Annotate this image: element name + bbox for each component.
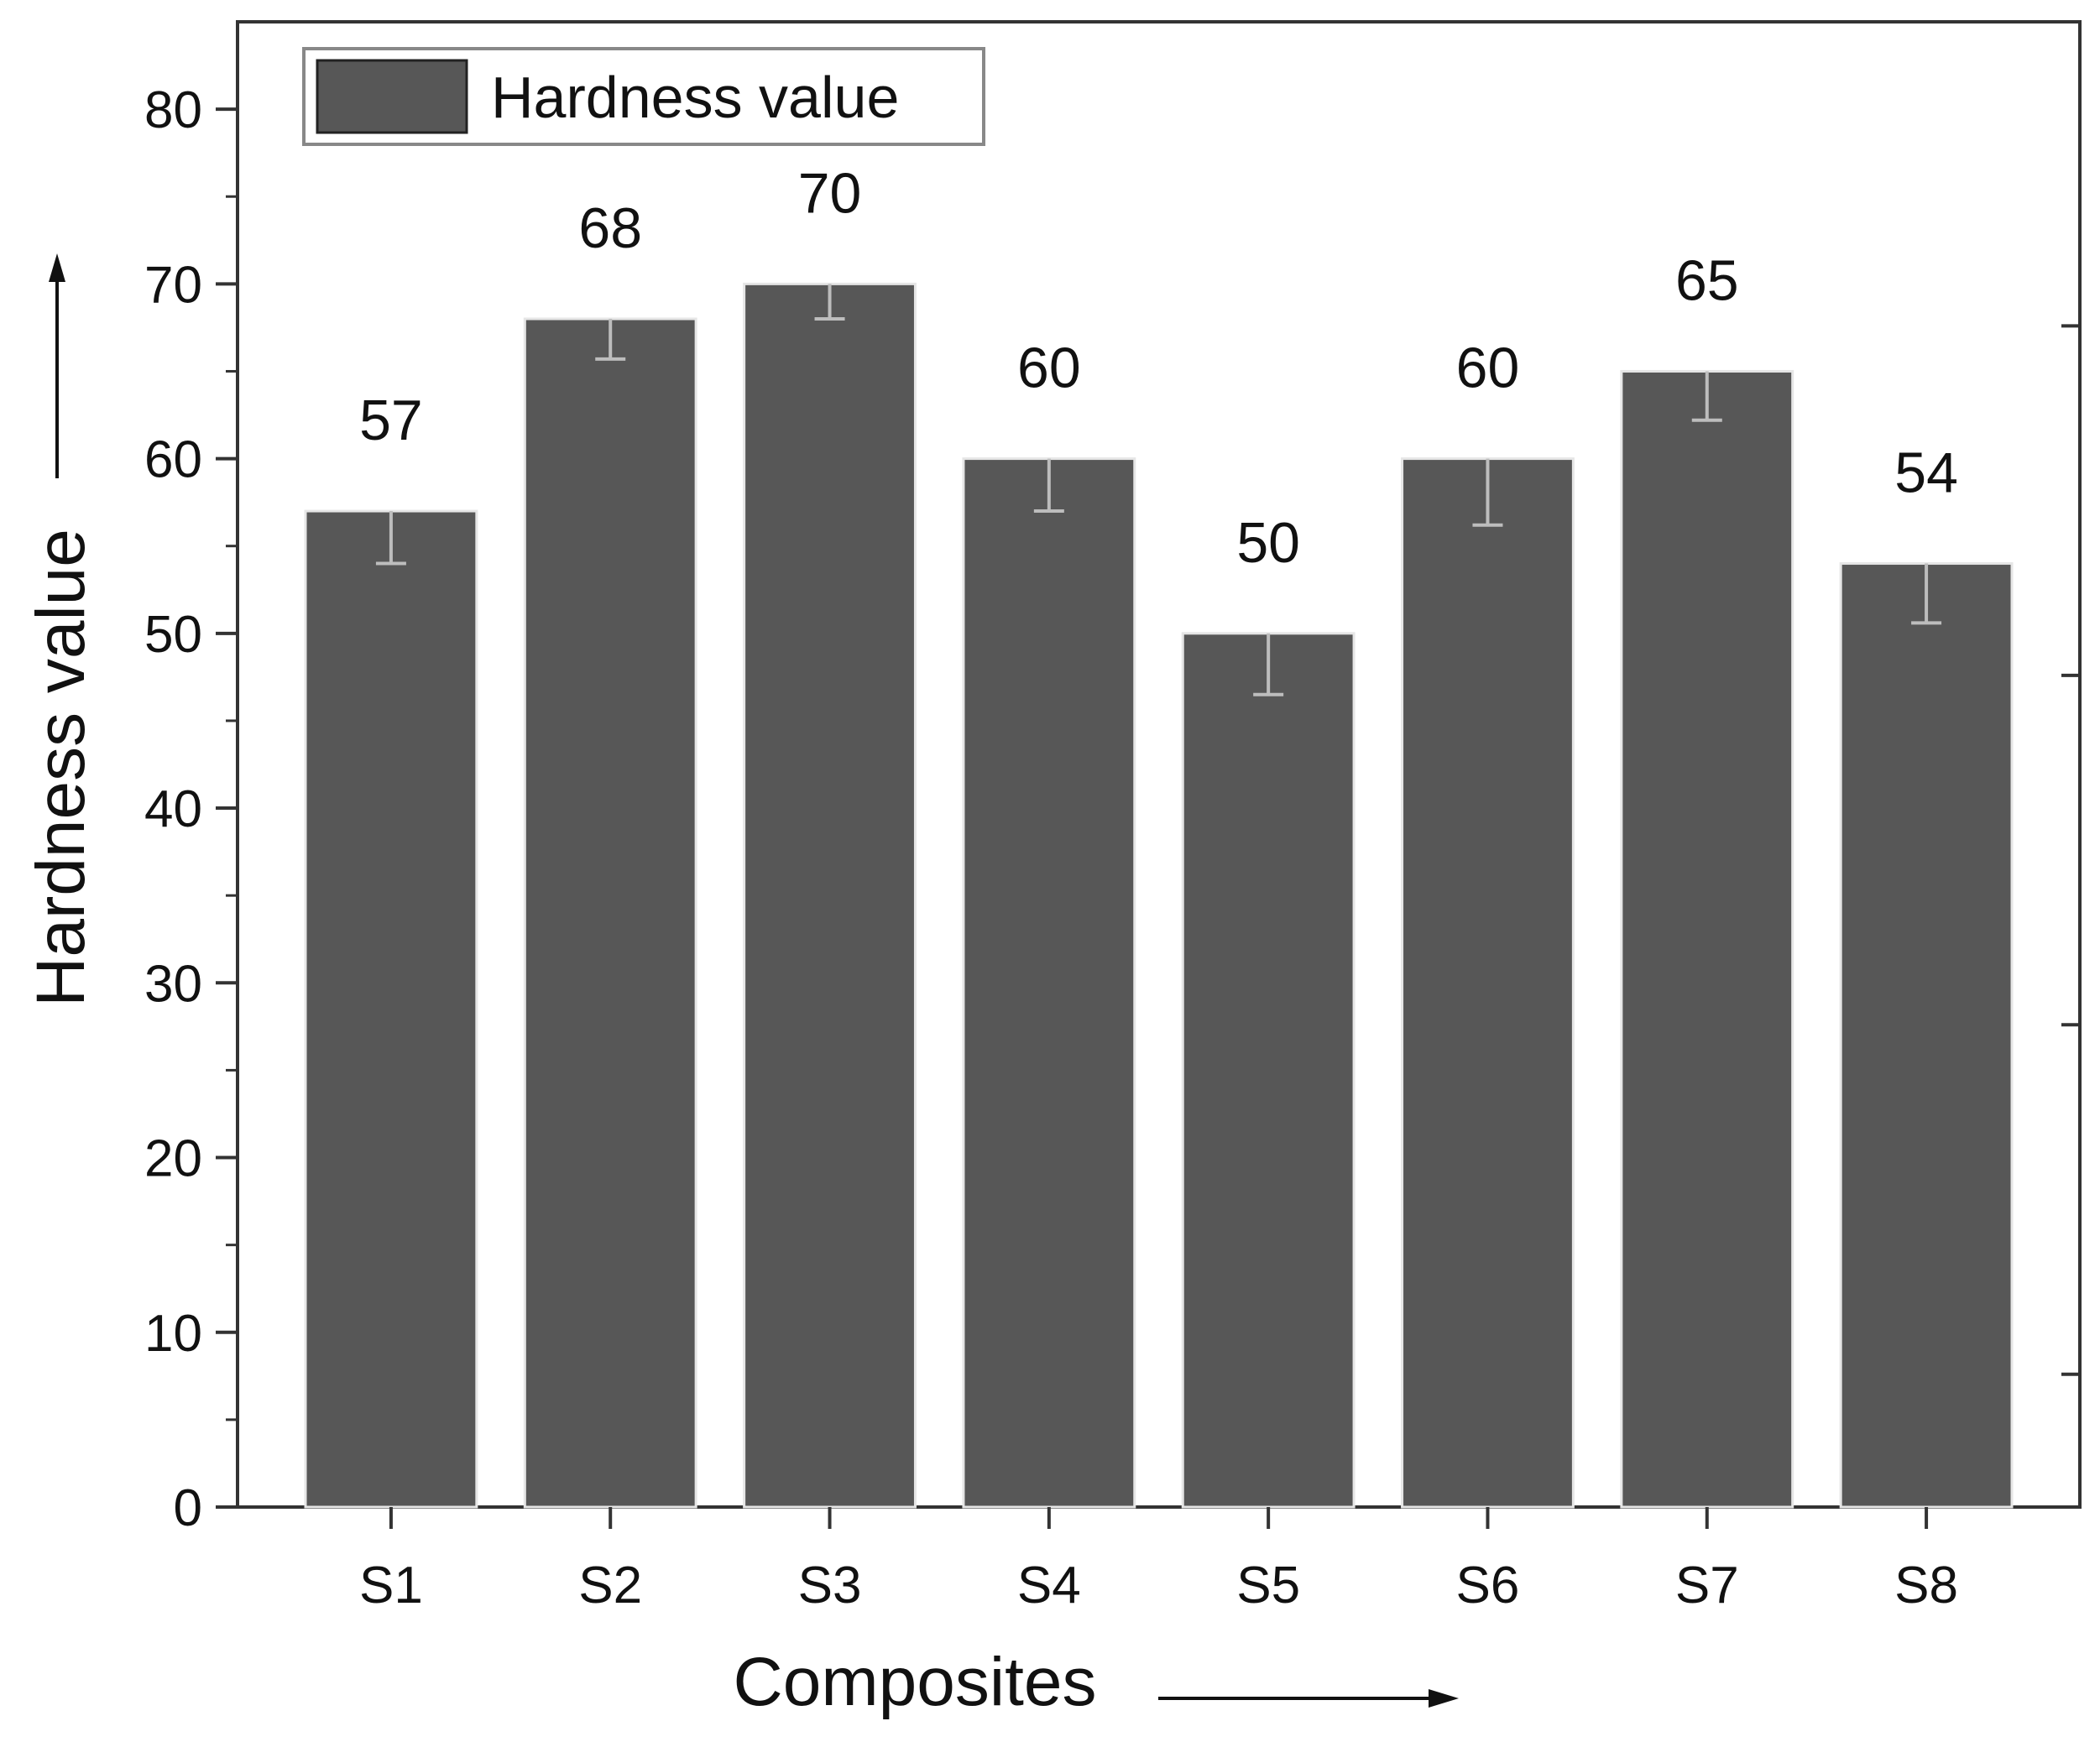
x-axis-label: Composites [734, 1644, 1097, 1720]
x-tick-label-s6: S6 [1456, 1557, 1520, 1614]
data-label-s1: 57 [359, 389, 423, 452]
bar-s8 [1839, 562, 2014, 1509]
y-axis-label: Hardness value [23, 529, 99, 1007]
bar-s1 [304, 509, 478, 1509]
data-label-s7: 65 [1675, 248, 1739, 312]
legend-label: Hardness value [491, 65, 899, 130]
legend-swatch [316, 59, 468, 134]
bar-s2 [523, 317, 697, 1509]
x-tick-label-s1: S1 [359, 1557, 423, 1614]
data-label-s3: 70 [798, 161, 862, 225]
x-tick-label-s2: S2 [578, 1557, 642, 1614]
y-axis: 0 10 20 30 40 50 60 70 80 [144, 81, 238, 1537]
data-label-s4: 60 [1017, 336, 1081, 400]
y-tick-label: 60 [144, 431, 202, 489]
data-label-s2: 68 [578, 196, 642, 260]
y-tick-label: 20 [144, 1130, 202, 1188]
error-bars-layer [375, 284, 1942, 696]
data-label-s8: 54 [1894, 441, 1958, 505]
bar-s7 [1620, 369, 1794, 1509]
bar-s3 [743, 282, 917, 1509]
y-tick-label: 70 [144, 256, 202, 314]
y-axis-arrow-head [49, 253, 65, 282]
data-labels-layer: 57 68 70 60 50 60 65 54 [359, 161, 1958, 574]
y-axis-title: Hardness value [23, 253, 99, 1007]
x-axis-title: Composites [734, 1644, 1459, 1720]
plot-frame [236, 20, 2082, 1509]
bars-layer [304, 282, 2014, 1509]
x-tick-label-s3: S3 [798, 1557, 862, 1614]
legend: Hardness value [302, 47, 985, 146]
x-axis: S1 S2 S3 S4 S5 S6 S7 S8 [359, 1507, 1958, 1614]
x-tick-label-s5: S5 [1236, 1557, 1300, 1614]
y-tick-label: 30 [144, 955, 202, 1013]
bar-s6 [1401, 457, 1575, 1509]
y-tick-label: 50 [144, 606, 202, 664]
x-tick-label-s7: S7 [1675, 1557, 1739, 1614]
y-tick-label: 10 [144, 1305, 202, 1363]
right-axis-ticks [2061, 324, 2080, 1376]
x-axis-arrow-head [1429, 1689, 1459, 1708]
bar-s5 [1181, 632, 1356, 1509]
y-tick-label: 40 [144, 780, 202, 838]
y-tick-label: 80 [144, 81, 202, 139]
bar-s4 [962, 457, 1136, 1509]
data-label-s6: 60 [1456, 336, 1520, 400]
x-tick-label-s8: S8 [1894, 1557, 1958, 1614]
y-tick-label: 0 [174, 1479, 202, 1537]
x-tick-label-s4: S4 [1017, 1557, 1081, 1614]
data-label-s5: 50 [1236, 511, 1300, 575]
